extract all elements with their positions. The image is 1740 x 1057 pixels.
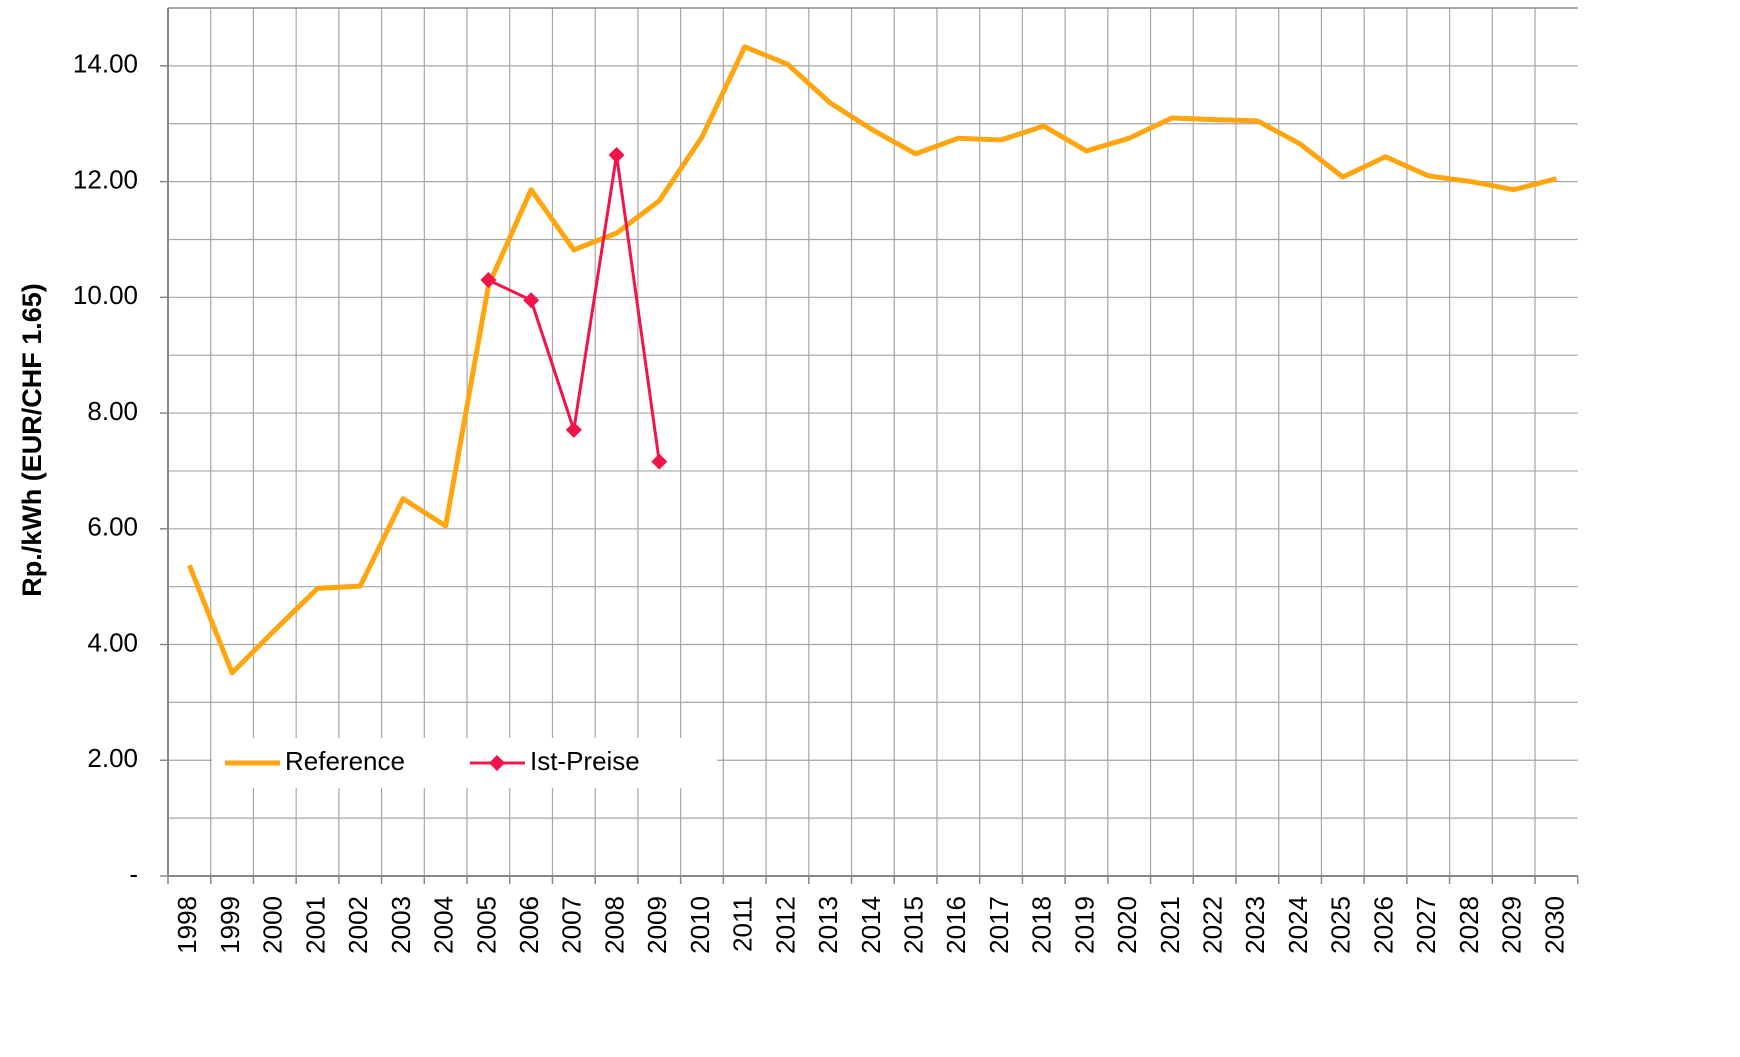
x-tick-label: 2000 <box>258 896 288 954</box>
x-tick-label: 2025 <box>1326 896 1356 954</box>
x-tick-label: 2018 <box>1027 896 1057 954</box>
data-point <box>523 292 540 309</box>
x-tick-label: 2016 <box>941 896 971 954</box>
x-tick-label: 2027 <box>1411 896 1441 954</box>
x-tick-label: 2028 <box>1454 896 1484 954</box>
x-tick-label: 1998 <box>172 896 202 954</box>
x-tick-label: 2024 <box>1283 896 1313 954</box>
x-tick-label: 2001 <box>300 896 330 954</box>
legend-label: Ist-Preise <box>530 746 640 776</box>
x-tick-label: 2015 <box>898 896 928 954</box>
y-tick-label: 10.00 <box>73 280 138 310</box>
x-tick-label: 2017 <box>984 896 1014 954</box>
x-tick-label: 2011 <box>728 896 758 952</box>
x-tick-label: 2026 <box>1368 896 1398 954</box>
x-tick-label: 2020 <box>1112 896 1142 954</box>
legend-label: Reference <box>285 746 405 776</box>
x-tick-label: 2014 <box>856 896 886 954</box>
x-tick-label: 2003 <box>386 896 416 954</box>
series-line <box>487 153 661 462</box>
x-tick-label: 2019 <box>1069 896 1099 954</box>
x-tick-label: 2030 <box>1539 896 1569 954</box>
x-tick-label: 2004 <box>429 896 459 954</box>
y-axis-label: Rp./kWh (EUR/CHF 1.65) <box>17 283 47 597</box>
data-point <box>651 453 668 470</box>
x-tick-label: 2023 <box>1240 896 1270 954</box>
y-tick-label: 2.00 <box>87 743 138 773</box>
x-tick-label: 2013 <box>813 896 843 954</box>
data-point <box>608 146 625 163</box>
x-tick-label: 2006 <box>514 896 544 954</box>
x-tick-label: 2007 <box>557 896 587 954</box>
x-tick-label: 2009 <box>642 896 672 954</box>
legend-marker <box>488 755 505 771</box>
x-tick-label: 2002 <box>343 896 373 954</box>
y-tick-label: 12.00 <box>73 164 138 194</box>
series-line <box>187 44 1558 676</box>
x-tick-label: 2022 <box>1198 896 1228 954</box>
y-tick-label: 4.00 <box>87 627 138 657</box>
y-tick-label: - <box>129 859 138 889</box>
y-tick-label: 8.00 <box>87 396 138 426</box>
x-tick-label: 2008 <box>599 896 629 954</box>
y-tick-label: 6.00 <box>87 512 138 542</box>
legend: Reference Ist-Preise <box>212 738 717 788</box>
data-point <box>565 421 582 438</box>
legend-box <box>212 738 717 788</box>
x-tick-label: 2021 <box>1155 896 1185 954</box>
x-tick-label: 2005 <box>471 896 501 954</box>
x-tick-label: 2029 <box>1497 896 1527 954</box>
data-point <box>480 271 497 288</box>
x-tick-label: 2012 <box>770 896 800 954</box>
x-tick-label: 2010 <box>685 896 715 954</box>
y-tick-label: 14.00 <box>73 49 138 79</box>
x-tick-label: 1999 <box>215 896 245 954</box>
